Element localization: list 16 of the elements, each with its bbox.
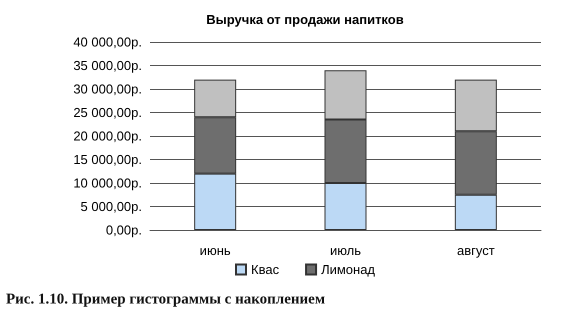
y-tick-label: 40 000,00р. (73, 34, 142, 50)
legend-label: Лимонад (321, 262, 376, 277)
y-tick-label: 15 000,00р. (73, 152, 142, 167)
legend-label: Квас (251, 262, 280, 277)
y-tick-label: 35 000,00р. (73, 58, 142, 73)
x-tick-label: июль (330, 243, 362, 258)
chart-title: Выручка от продажи напитков (206, 12, 404, 27)
text: Рис. 1.10. Пример гистограммы с накоплением (6, 292, 326, 308)
y-tick-label: 10 000,00р. (73, 176, 142, 190)
y-tick-label: 5 000,00р. (80, 199, 142, 214)
y-tick-label: 25 000,00р. (73, 105, 142, 120)
y-tick-label: 30 000,00р. (73, 82, 142, 96)
y-tick-label: 0,00р. (106, 222, 142, 238)
x-tick-label: июнь (200, 243, 231, 258)
x-tick-label: август (456, 243, 495, 258)
y-tick-label: 20 000,00р. (73, 128, 142, 144)
